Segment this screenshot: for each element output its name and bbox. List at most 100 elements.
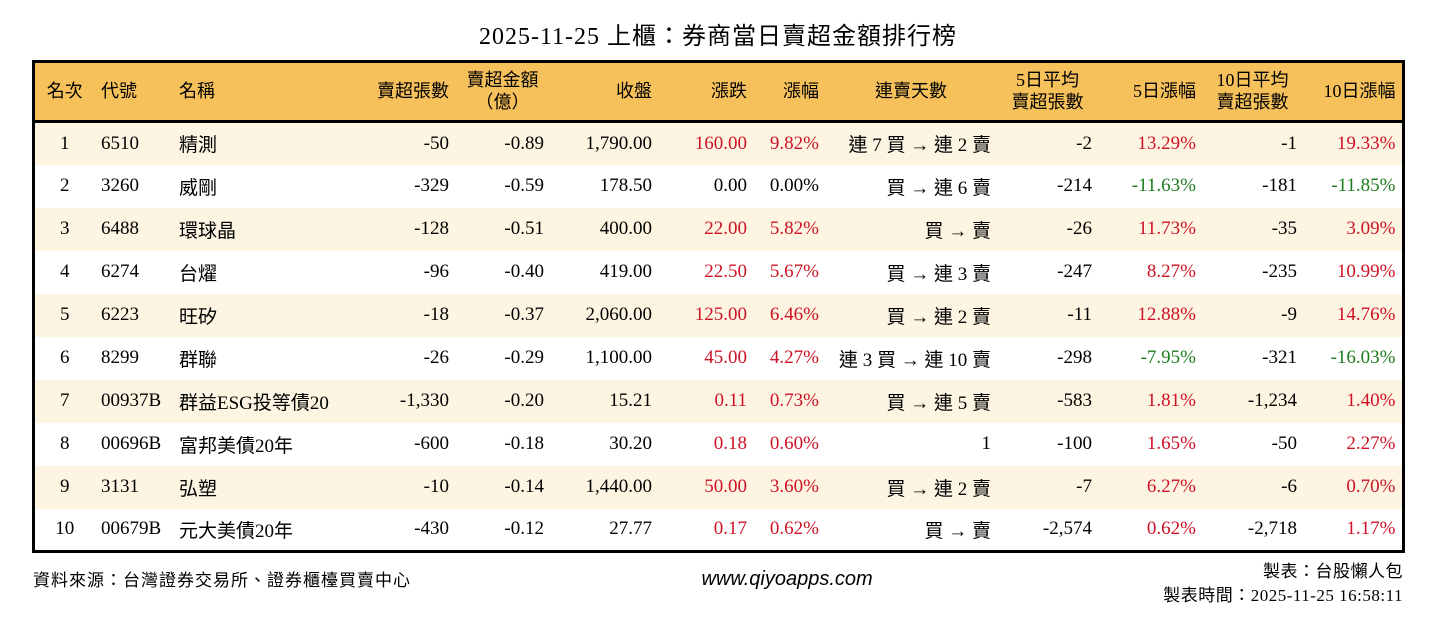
header-cell: 10日漲幅 (1303, 61, 1403, 123)
cell: 台燿 (179, 263, 218, 285)
cell: -11.85% (1331, 175, 1396, 196)
cell: 10.99% (1336, 261, 1396, 282)
header-cell: 10日平均 賣超張數 (1202, 61, 1303, 123)
cell: 3131 (101, 476, 139, 497)
cell: -0.29 (504, 347, 544, 368)
cell: 27.77 (609, 518, 652, 540)
cell: 6 (60, 347, 70, 368)
cell: 7 (60, 390, 70, 411)
cell: -1,330 (399, 390, 449, 411)
table-row: 8 00696B 富邦美債20年 -600 -0.18 30.20 0.18 0.60% 1 -1… (33, 422, 1403, 466)
cell: -235 (1262, 261, 1297, 282)
cell: 2.27% (1346, 433, 1396, 454)
cell: 富邦美債20年 (179, 435, 294, 457)
table-row: 1 6510 精測 -50 -0.89 1,790.00 160.00 9.82% 連 7 買 … (33, 121, 1403, 165)
cell: -100 (1057, 433, 1092, 454)
cell: 00696B (101, 433, 162, 454)
cell: -1 (1281, 132, 1297, 154)
cell: 買 → 連 6 賣 (886, 177, 991, 199)
table-row: 6 8299 群聯 -26 -0.29 1,100.00 45.00 4.27% 連 3 買 →… (33, 336, 1403, 380)
cell: 6.27% (1146, 476, 1196, 497)
cell: 買 → 連 3 賣 (886, 263, 991, 285)
cell: 1 (60, 132, 70, 154)
cell: 買 → 賣 (924, 520, 991, 542)
header-cell: 收盤 (550, 61, 658, 123)
cell: 5.82% (769, 218, 819, 239)
cell: -26 (423, 347, 449, 368)
cell: 6274 (101, 261, 139, 282)
cell: 元大美債20年 (179, 520, 294, 542)
cell: 6.46% (769, 304, 819, 325)
cell: 4.27% (769, 347, 819, 368)
cell: -181 (1262, 175, 1297, 196)
cell: 1.81% (1146, 390, 1196, 411)
cell: 13.29% (1137, 132, 1196, 154)
report-page: 2025-11-25 上櫃：券商當日賣超金額排行榜 名次 代號 名稱 賣超張數 賣超金額… (0, 16, 1436, 628)
cell: 3260 (101, 175, 139, 196)
footer-timestamp: 製表時間：2025-11-25 16:58:11 (1163, 586, 1403, 606)
cell: 群益ESG投等債20 (179, 392, 329, 414)
cell: 0.11 (714, 390, 747, 411)
cell: 威剛 (179, 177, 218, 199)
cell: 160.00 (694, 132, 747, 154)
cell: -11 (1067, 304, 1092, 325)
table-row: 5 6223 旺矽 -18 -0.37 2,060.00 125.00 6.46% 買 → 連 … (33, 293, 1403, 337)
cell: 1.17% (1346, 518, 1396, 540)
cell: -0.40 (504, 261, 544, 282)
header-cell: 5日漲幅 (1098, 61, 1202, 123)
cell: 8 (60, 433, 70, 454)
cell: -0.18 (504, 433, 544, 454)
cell: -430 (414, 518, 449, 540)
cell: 8.27% (1146, 261, 1196, 282)
cell: 5.67% (769, 261, 819, 282)
cell: -321 (1262, 347, 1297, 368)
cell: -50 (423, 132, 449, 154)
cell: 125.00 (694, 304, 747, 325)
cell: 22.50 (704, 261, 747, 282)
table-row: 10 00679B 元大美債20年 -430 -0.12 27.77 0.17 0.62% 買 … (33, 508, 1403, 552)
cell: 1,100.00 (585, 347, 653, 368)
cell: 0.70% (1346, 476, 1396, 497)
cell: 旺矽 (179, 306, 218, 328)
header-cell: 漲幅 (753, 61, 825, 123)
cell: 11.73% (1138, 218, 1196, 239)
cell: -0.89 (504, 132, 544, 154)
cell: 12.88% (1137, 304, 1196, 325)
header-cell: 賣超張數 (358, 61, 455, 123)
header-cell: 漲跌 (658, 61, 753, 123)
cell: -0.12 (504, 518, 544, 540)
table-row: 3 6488 環球晶 -128 -0.51 400.00 22.00 5.82% 買 → 賣 -2… (33, 207, 1403, 251)
footer-author: 製表：台股懶人包 (1262, 562, 1403, 581)
footer-credits: 製表：台股懶人包 製表時間：2025-11-25 16:58:11 (1163, 560, 1403, 608)
cell: -10 (423, 476, 449, 497)
cell: -9 (1281, 304, 1297, 325)
cell: 5 (60, 304, 70, 325)
cell: -16.03% (1330, 347, 1396, 368)
cell: 買 → 連 5 賣 (886, 392, 991, 414)
cell: -35 (1271, 218, 1297, 239)
cell: -2 (1076, 132, 1092, 154)
cell: -11.63% (1131, 175, 1196, 196)
cell: 19.33% (1336, 132, 1396, 154)
header-cell: 名次 (33, 61, 95, 123)
cell: 10 (55, 518, 75, 540)
cell: 178.50 (599, 175, 652, 196)
cell: -1,234 (1247, 390, 1297, 411)
cell: -600 (414, 433, 449, 454)
cell: 4 (60, 261, 70, 282)
cell: 0.00% (769, 175, 819, 196)
cell: 0.62% (769, 518, 819, 540)
cell: -6 (1281, 476, 1297, 497)
cell: 3.60% (769, 476, 819, 497)
cell: 1.40% (1346, 390, 1396, 411)
cell: 30.20 (609, 433, 652, 454)
cell: 6510 (101, 132, 139, 154)
cell: 9.82% (769, 132, 819, 154)
cell: 9 (60, 476, 70, 497)
cell: 1,790.00 (585, 132, 653, 154)
cell: -0.59 (504, 175, 544, 196)
header-cell: 賣超金額 （億） (455, 61, 550, 123)
cell: -2,574 (1042, 518, 1092, 540)
cell: -18 (423, 304, 449, 325)
cell: 群聯 (179, 349, 218, 371)
